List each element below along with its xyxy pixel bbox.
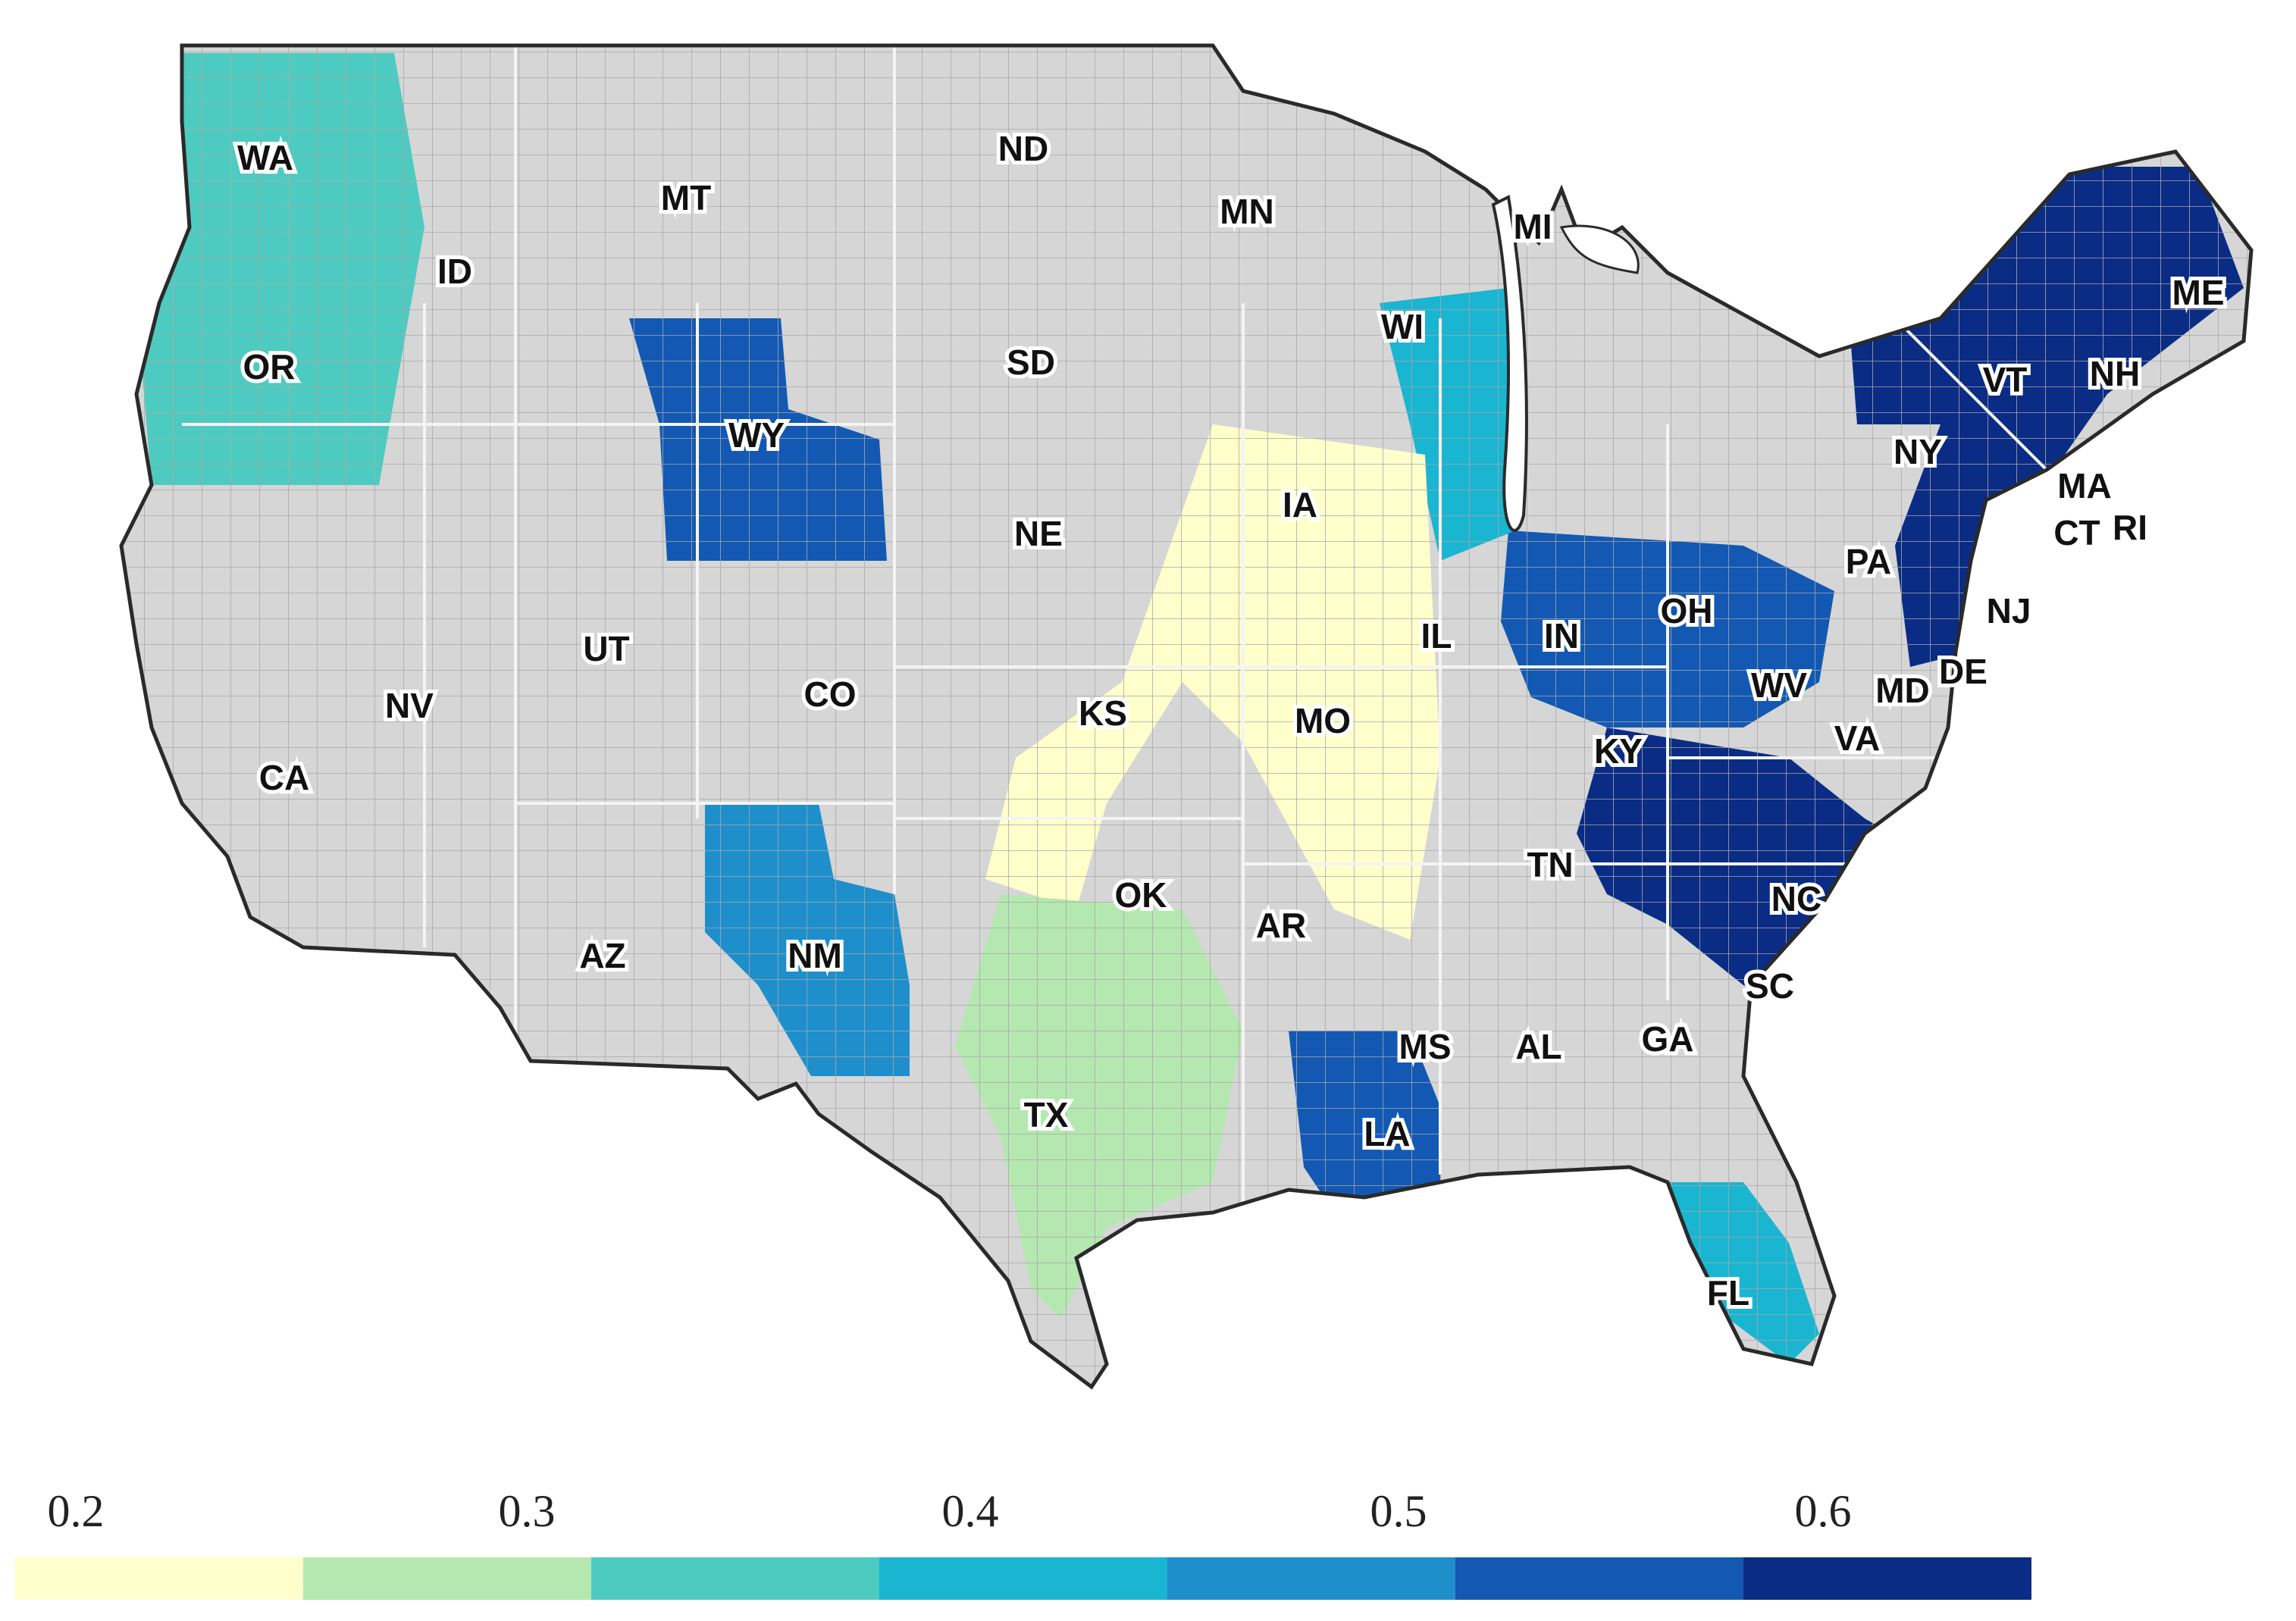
state-label-ar: AR (1256, 906, 1306, 945)
state-label-wy: WY (728, 415, 785, 455)
state-label-al: AL (1515, 1027, 1561, 1066)
legend-tick-0-4: 0.4 (941, 1486, 999, 1536)
state-label-co: CO (804, 674, 857, 714)
state-label-id: ID (437, 252, 472, 291)
state-label-nm: NM (788, 936, 842, 975)
state-label-tn: TN (1527, 845, 1573, 884)
legend-swatch-2 (303, 1557, 591, 1600)
state-label-de: DE (1939, 652, 1987, 691)
state-label-sd: SD (1007, 343, 1055, 382)
state-label-nv: NV (385, 686, 434, 725)
state-label-nc: NC (1771, 879, 1821, 918)
state-label-ri: RI (2113, 508, 2147, 547)
legend-swatch-7 (1743, 1557, 2031, 1600)
state-label-ga: GA (1642, 1019, 1694, 1059)
state-label-fl: FL (1707, 1273, 1749, 1313)
lake-michigan (1491, 194, 1528, 532)
state-label-md: MD (1875, 671, 1930, 710)
state-label-tx: TX (1024, 1095, 1069, 1134)
legend-tick-0-5: 0.5 (1370, 1486, 1427, 1536)
legend-swatch-5 (1167, 1557, 1455, 1600)
legend-swatch-6 (1455, 1557, 1743, 1600)
state-label-mn: MN (1220, 192, 1274, 231)
state-label-or: OR (243, 347, 296, 386)
legend-swatch-4 (879, 1557, 1167, 1600)
legend-tick-0-2: 0.2 (47, 1486, 105, 1536)
state-label-in: IN (1544, 616, 1579, 656)
legend-tick-0-3: 0.3 (498, 1486, 556, 1536)
map-land (121, 45, 2251, 1387)
state-label-me: ME (2172, 273, 2225, 312)
us-county-map: WA OR CA ID NV MT WY UT AZ CO NM ND SD NE KS OK TX MN IA MO… (119, 43, 2254, 1390)
county-borders (121, 45, 2251, 1387)
state-label-mo: MO (1295, 701, 1351, 740)
state-label-va: VA (1834, 718, 1881, 758)
state-labels: WA OR CA ID NV MT WY UT AZ CO NM ND SD NE KS OK TX MN IA MO… (233, 125, 2229, 1316)
color-legend: 0.2 0.3 0.4 0.5 0.6 (0, 1478, 2296, 1621)
state-label-oh: OH (1661, 591, 1713, 631)
state-label-ms: MS (1399, 1027, 1452, 1066)
state-label-ia: IA (1283, 485, 1317, 524)
state-label-sc: SC (1746, 966, 1794, 1006)
state-label-az: AZ (579, 936, 625, 975)
state-label-la: LA (1364, 1114, 1410, 1153)
map-panel: WA OR CA ID NV MT WY UT AZ CO NM ND SD NE KS OK TX MN IA MO… (119, 43, 2254, 1390)
state-label-ks: KS (1079, 693, 1127, 733)
state-label-ut: UT (583, 629, 629, 668)
state-label-wv: WV (1751, 665, 1807, 705)
state-label-ca: CA (259, 758, 309, 797)
state-label-mi: MI (1513, 207, 1552, 246)
state-label-mt: MT (661, 178, 711, 217)
state-label-ok: OK (1115, 875, 1167, 915)
state-label-nd: ND (998, 129, 1048, 168)
state-label-wa: WA (237, 138, 293, 177)
lake-huron (1559, 224, 1640, 274)
state-label-nh: NH (2090, 354, 2140, 393)
state-label-ct: CT (2053, 513, 2100, 552)
state-label-vt: VT (1983, 360, 2028, 399)
state-label-wi: WI (1381, 307, 1424, 346)
legend-swatch-3 (591, 1557, 879, 1600)
state-label-ma: MA (2057, 466, 2112, 505)
state-label-ne: NE (1014, 514, 1063, 553)
national-outline (119, 43, 2254, 1390)
state-label-nj: NJ (1987, 591, 2031, 631)
state-label-ky: KY (1594, 731, 1643, 771)
state-borders (182, 45, 2048, 1243)
state-label-ny: NY (1893, 432, 1942, 471)
legend-tick-0-6: 0.6 (1794, 1486, 1852, 1536)
legend-swatch-1 (15, 1557, 303, 1600)
state-label-il: IL (1421, 616, 1452, 656)
state-label-pa: PA (1846, 542, 1892, 581)
